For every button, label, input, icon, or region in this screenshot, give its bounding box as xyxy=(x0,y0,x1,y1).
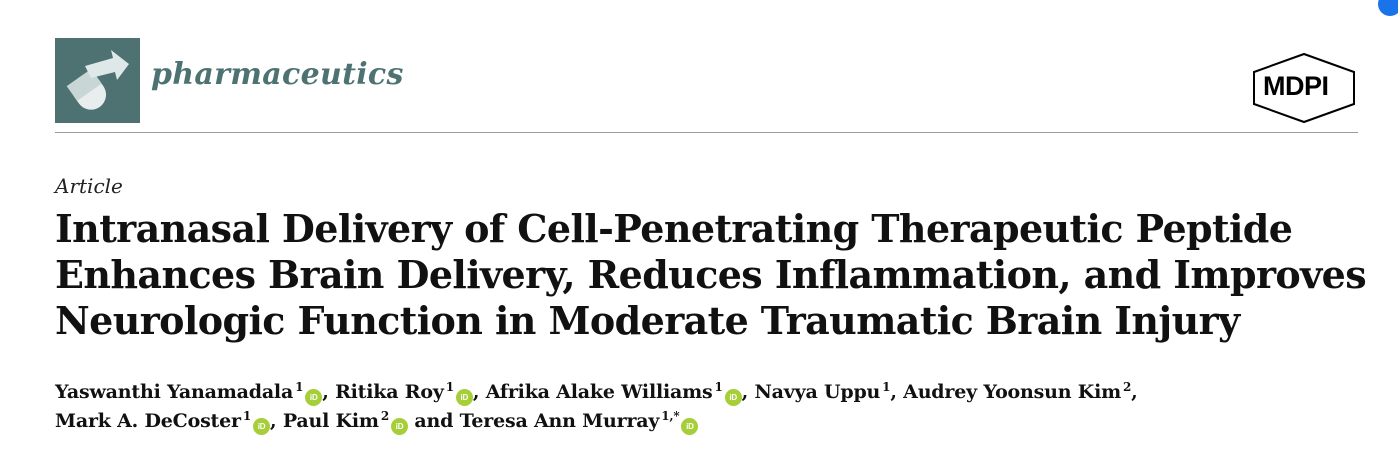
title-line: Intranasal Delivery of Cell-Penetrating … xyxy=(55,206,1293,251)
author-row: Yaswanthi Yanamadala 1iD, Ritika Roy 1iD, … xyxy=(55,378,1375,407)
author-label: Ritika Roy xyxy=(335,381,444,403)
affiliation-marker[interactable]: 1 xyxy=(295,379,304,394)
pharmaceutics-logo-icon xyxy=(55,38,140,123)
article-title: Intranasal Delivery of Cell-Penetrating … xyxy=(55,206,1375,344)
author-label: Paul Kim xyxy=(282,410,379,432)
author-label: Mark A. DeCoster xyxy=(55,410,241,432)
orcid-icon[interactable]: iD xyxy=(724,389,742,406)
author-separator: , xyxy=(1131,381,1138,403)
author-label: Yaswanthi Yanamadala xyxy=(55,381,294,403)
author-name[interactable]: Navya Uppu 1, xyxy=(755,381,897,403)
author-label: Navya Uppu xyxy=(754,381,881,403)
author-name[interactable]: Audrey Yoonsun Kim 2, xyxy=(903,379,1138,403)
affiliation-marker[interactable]: 1 xyxy=(242,408,251,423)
author-row: Mark A. DeCoster 1iD, Paul Kim 2iD and Ter… xyxy=(55,407,1375,436)
affiliation-marker[interactable]: 1 xyxy=(714,379,723,394)
journal-header: pharmaceutics MDPI xyxy=(0,0,1398,140)
orcid-icon[interactable]: iD xyxy=(305,389,323,406)
author-name[interactable]: Paul Kim 2iD xyxy=(282,408,408,435)
author-separator: , xyxy=(741,381,749,403)
author-separator: , xyxy=(472,381,480,403)
title-line: Neurologic Function in Moderate Traumati… xyxy=(55,298,1240,343)
author-name[interactable]: Afrika Alake Williams 1iD, xyxy=(485,379,749,406)
orcid-icon[interactable]: iD xyxy=(390,418,408,435)
affiliation-marker[interactable]: 1,* xyxy=(661,408,680,423)
journal-name[interactable]: pharmaceutics xyxy=(151,57,404,92)
author-separator: , xyxy=(270,410,277,432)
orcid-icon[interactable]: iD xyxy=(681,418,699,435)
author-list: Yaswanthi Yanamadala 1iD, Ritika Roy 1iD, … xyxy=(55,378,1375,436)
author-label: Audrey Yoonsun Kim xyxy=(903,381,1121,403)
orcid-icon[interactable]: iD xyxy=(455,389,473,406)
orcid-icon[interactable]: iD xyxy=(253,418,270,435)
affiliation-marker[interactable]: 1 xyxy=(882,379,891,394)
author-label: Afrika Alake Williams xyxy=(485,381,713,403)
author-name[interactable]: Mark A. DeCoster 1iD, xyxy=(55,408,277,435)
affiliation-marker[interactable]: 2 xyxy=(1123,379,1132,394)
affiliation-marker[interactable]: 2 xyxy=(380,408,389,423)
mdpi-logo-icon xyxy=(1253,52,1355,124)
author-separator: , xyxy=(890,381,897,403)
author-separator: , xyxy=(322,381,329,403)
article-type: Article xyxy=(55,174,123,198)
author-name[interactable]: and Teresa Ann Murray 1,*iD xyxy=(414,408,699,435)
author-label: and Teresa Ann Murray xyxy=(414,410,660,432)
affiliation-marker[interactable]: 1 xyxy=(445,379,454,394)
extension-badge-icon[interactable] xyxy=(1378,0,1398,16)
title-line: Enhances Brain Delivery, Reduces Inflamm… xyxy=(55,252,1367,297)
author-name[interactable]: Ritika Roy 1iD, xyxy=(335,379,480,406)
header-divider xyxy=(55,132,1358,133)
publisher-name[interactable]: MDPI xyxy=(1263,71,1329,101)
author-name[interactable]: Yaswanthi Yanamadala 1iD, xyxy=(55,379,329,406)
